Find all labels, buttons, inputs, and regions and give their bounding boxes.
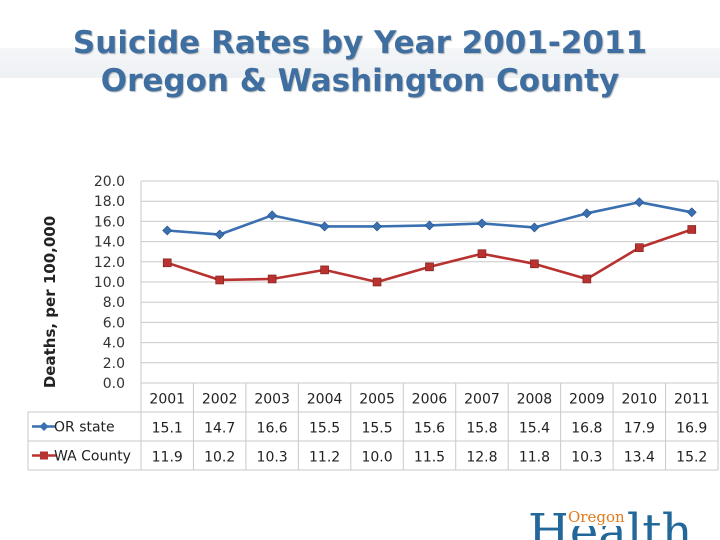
table-cell-value: 11.9 [152, 450, 183, 466]
table-cell-value: 16.9 [676, 421, 707, 437]
y-tick-label: 18.0 [94, 194, 125, 210]
y-tick-label: 14.0 [94, 235, 125, 251]
series-line-wa-county [166, 228, 693, 284]
table-cell-value: 10.0 [361, 450, 392, 466]
x-category-label: 2003 [254, 392, 290, 408]
table-cell-value: 12.8 [466, 450, 497, 466]
data-point-marker [687, 225, 697, 234]
table-cell-value: 13.4 [624, 450, 655, 466]
data-point-marker [635, 243, 644, 252]
data-point-marker [372, 221, 382, 232]
legend-marker [39, 422, 49, 431]
table-cell-value: 14.7 [204, 421, 235, 437]
table-cell-value: 10.3 [571, 450, 602, 466]
table-cell-value: 15.5 [361, 421, 392, 437]
x-category-label: 2001 [149, 392, 185, 408]
y-tick-label: 8.0 [103, 295, 125, 311]
x-category-label: 2010 [621, 392, 657, 408]
x-category-label: 2009 [569, 392, 605, 408]
y-tick-label: 10.0 [94, 275, 125, 291]
data-point-marker [267, 210, 278, 221]
legend-label: OR state [54, 420, 115, 436]
title-band [0, 48, 720, 78]
x-category-label: 2004 [307, 392, 343, 408]
table-cell-value: 11.8 [519, 450, 550, 466]
x-category-label: 2008 [517, 392, 553, 408]
data-point-marker [529, 222, 540, 233]
table-cell-value: 10.3 [257, 450, 288, 466]
table-cell-value: 17.9 [624, 421, 655, 437]
data-point-marker [267, 274, 277, 284]
x-category-label: 2005 [359, 392, 395, 408]
table-cell-value: 15.5 [309, 421, 340, 437]
data-point-marker [477, 218, 487, 229]
table-cell-value: 15.2 [676, 450, 707, 466]
y-tick-label: 12.0 [94, 255, 125, 271]
oregon-health-logo: Health Oregon [528, 506, 720, 540]
x-category-label: 2011 [674, 392, 710, 408]
table-cell-value: 16.8 [571, 421, 602, 437]
y-tick-label: 6.0 [103, 315, 125, 331]
y-axis-title: Deaths, per 100,000 [41, 216, 59, 388]
y-tick-label: 0.0 [103, 376, 125, 392]
data-point-marker [581, 208, 592, 219]
data-point-marker [319, 221, 330, 232]
x-category-label: 2007 [464, 392, 500, 408]
table-cell-value: 15.8 [466, 421, 497, 437]
y-tick-label: 16.0 [94, 214, 125, 230]
x-category-label: 2006 [412, 392, 448, 408]
table-cell-value: 15.1 [152, 421, 183, 437]
data-point-marker [214, 229, 225, 240]
table-cell-value: 15.6 [414, 421, 445, 437]
table-cell-value: 11.2 [309, 450, 340, 466]
title-line-2: Oregon & Washington County [100, 63, 620, 99]
data-point-marker [215, 275, 224, 285]
x-category-label: 2002 [202, 392, 238, 408]
table-cell-value: 11.5 [414, 450, 445, 466]
table-cell-value: 15.4 [519, 421, 550, 437]
data-point-marker [582, 274, 592, 284]
data-point-marker [424, 220, 435, 231]
page-title: Suicide Rates by Year 2001-2011 Oregon &… [0, 24, 720, 100]
y-tick-label: 4.0 [103, 336, 125, 352]
data-point-marker [162, 225, 173, 236]
data-point-marker [530, 259, 539, 269]
data-point-marker [425, 262, 434, 272]
y-tick-label: 2.0 [103, 356, 125, 372]
data-point-marker [477, 249, 487, 259]
data-point-marker [320, 265, 329, 275]
legend-marker [40, 451, 48, 460]
data-point-marker [686, 207, 697, 218]
table-cell-value: 16.6 [257, 421, 288, 437]
y-tick-label: 20.0 [94, 174, 125, 190]
table-cell-value: 10.2 [204, 450, 235, 466]
data-point-marker [372, 277, 382, 287]
legend-label: WA County [54, 449, 131, 465]
title-line-1: Suicide Rates by Year 2001-2011 [72, 25, 648, 61]
data-point-marker [634, 197, 645, 208]
logo-oregon-text: Oregon [566, 508, 627, 526]
data-point-marker [162, 258, 172, 268]
